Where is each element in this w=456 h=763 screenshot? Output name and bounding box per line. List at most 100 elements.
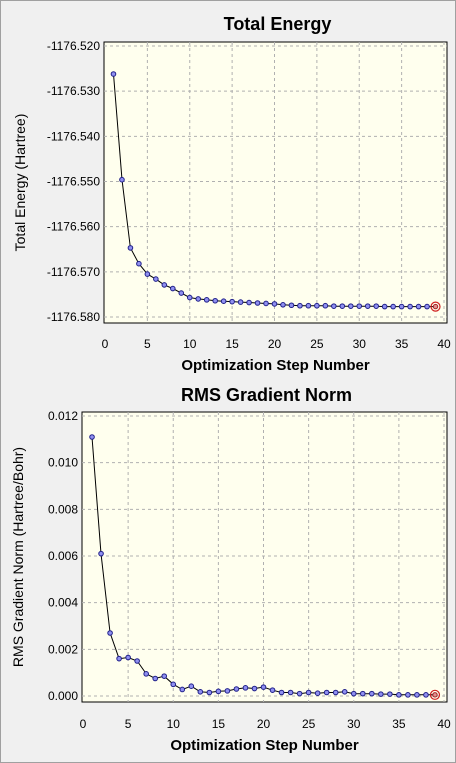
- energy-data-point[interactable]: [153, 276, 159, 282]
- energy-data-point[interactable]: [407, 303, 413, 310]
- energy-data-point[interactable]: [110, 71, 117, 77]
- energy-data-point[interactable]: [271, 301, 278, 307]
- gradient-data-point[interactable]: [260, 684, 267, 690]
- energy-x-tick-label: 10: [183, 337, 197, 351]
- energy-data-point[interactable]: [347, 303, 354, 309]
- gradient-data-point[interactable]: [179, 686, 186, 693]
- energy-data-point[interactable]: [432, 303, 439, 310]
- gradient-data-point[interactable]: [369, 690, 375, 697]
- gradient-data-point[interactable]: [224, 688, 231, 694]
- energy-data-point[interactable]: [390, 303, 396, 310]
- gradient-data-point[interactable]: [251, 685, 258, 692]
- gradient-data-point[interactable]: [152, 675, 158, 682]
- energy-data-point[interactable]: [288, 302, 295, 309]
- gradient-data-point[interactable]: [414, 692, 420, 698]
- gradient-data-point[interactable]: [107, 630, 113, 636]
- gradient-y-tick-label: 0.006: [48, 549, 78, 563]
- gradient-data-point[interactable]: [278, 689, 285, 696]
- energy-y-tick-label: -1176.530: [47, 84, 100, 98]
- energy-data-point[interactable]: [246, 299, 252, 306]
- energy-data-point[interactable]: [398, 303, 405, 310]
- energy-final-point-marker[interactable]: [430, 301, 441, 312]
- gradient-data-point[interactable]: [233, 686, 240, 692]
- energy-data-point[interactable]: [229, 298, 235, 305]
- gradient-data-point[interactable]: [287, 689, 294, 696]
- energy-data-point[interactable]: [195, 296, 202, 302]
- energy-chart: Total Energy 0 5 10 15 20 25 30 35 40 -1176.520 -11…: [12, 14, 451, 374]
- energy-data-point[interactable]: [161, 282, 168, 288]
- gradient-data-point[interactable]: [89, 434, 95, 440]
- gradient-chart: RMS Gradient Norm 0 5 10 15 20 25 30 35 40 0.000 0.…: [10, 385, 451, 754]
- energy-data-point[interactable]: [119, 176, 125, 183]
- energy-data-point[interactable]: [280, 302, 286, 308]
- energy-y-tick-label: -1176.580: [47, 310, 100, 324]
- energy-data-point[interactable]: [373, 303, 380, 309]
- gradient-x-tick-label: 5: [125, 717, 132, 731]
- gradient-data-point[interactable]: [387, 691, 393, 697]
- gradient-chart-title: RMS Gradient Norm: [181, 385, 352, 405]
- gradient-data-point[interactable]: [98, 550, 104, 557]
- energy-x-tick-label: 25: [310, 337, 324, 351]
- gradient-data-point[interactable]: [215, 688, 222, 695]
- gradient-y-tick-label: 0.000: [48, 689, 78, 703]
- gradient-data-point[interactable]: [242, 685, 249, 691]
- energy-data-point[interactable]: [263, 300, 269, 307]
- energy-data-point[interactable]: [220, 298, 227, 304]
- gradient-data-point[interactable]: [197, 689, 204, 695]
- energy-x-tick-label: 15: [225, 337, 239, 351]
- energy-data-point[interactable]: [322, 302, 329, 309]
- gradient-y-tick-label: 0.008: [48, 502, 78, 516]
- energy-data-point[interactable]: [331, 303, 337, 309]
- gradient-data-point[interactable]: [305, 689, 312, 696]
- energy-data-point[interactable]: [356, 303, 363, 309]
- gradient-data-point[interactable]: [332, 689, 339, 696]
- energy-data-point[interactable]: [314, 302, 320, 309]
- gradient-data-point[interactable]: [269, 687, 276, 693]
- energy-data-point[interactable]: [364, 303, 371, 309]
- gradient-data-point[interactable]: [359, 690, 366, 697]
- energy-chart-title: Total Energy: [224, 14, 332, 34]
- energy-data-point[interactable]: [136, 260, 142, 267]
- gradient-final-point-marker[interactable]: [429, 689, 441, 700]
- gradient-data-point[interactable]: [206, 689, 213, 696]
- energy-data-point[interactable]: [415, 303, 422, 310]
- energy-data-point[interactable]: [186, 294, 193, 301]
- energy-data-point[interactable]: [339, 303, 346, 309]
- gradient-data-point[interactable]: [405, 692, 411, 698]
- gradient-data-point[interactable]: [314, 690, 321, 697]
- gradient-data-point[interactable]: [341, 689, 348, 695]
- gradient-data-point[interactable]: [125, 654, 131, 661]
- gradient-data-point[interactable]: [161, 673, 168, 679]
- energy-y-tick-label: -1176.520: [47, 39, 100, 53]
- gradient-data-point[interactable]: [143, 671, 149, 677]
- energy-data-point[interactable]: [127, 245, 134, 251]
- energy-data-point[interactable]: [212, 297, 218, 304]
- gradient-data-point[interactable]: [432, 692, 438, 698]
- energy-data-point[interactable]: [305, 302, 312, 309]
- energy-data-point[interactable]: [254, 300, 261, 306]
- gradient-data-point[interactable]: [170, 681, 177, 688]
- gradient-data-point[interactable]: [188, 683, 195, 690]
- energy-data-point[interactable]: [297, 302, 303, 309]
- gradient-x-tick-label: 15: [212, 717, 226, 731]
- gradient-data-point[interactable]: [378, 691, 384, 697]
- gradient-data-point[interactable]: [116, 655, 122, 662]
- energy-data-point[interactable]: [203, 297, 210, 303]
- energy-data-point[interactable]: [424, 303, 430, 310]
- gradient-data-point[interactable]: [423, 692, 429, 698]
- gradient-x-tick-label: 30: [347, 717, 361, 731]
- energy-data-point[interactable]: [381, 303, 388, 310]
- energy-y-tick-label: -1176.540: [47, 129, 100, 143]
- energy-y-tick-label: -1176.550: [47, 175, 100, 189]
- gradient-data-point[interactable]: [396, 692, 402, 698]
- energy-data-point[interactable]: [144, 271, 151, 277]
- gradient-data-point[interactable]: [350, 690, 357, 697]
- gradient-data-point[interactable]: [134, 658, 140, 664]
- energy-data-point[interactable]: [237, 299, 244, 305]
- gradient-data-point[interactable]: [296, 690, 303, 697]
- gradient-data-point[interactable]: [323, 689, 330, 696]
- energy-data-point[interactable]: [170, 285, 176, 292]
- energy-data-point[interactable]: [178, 290, 185, 296]
